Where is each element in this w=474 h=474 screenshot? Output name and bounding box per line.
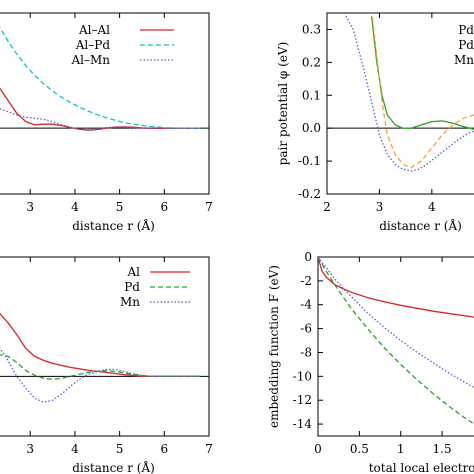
y-tick-label: -12	[293, 393, 312, 407]
x-tick-label: 7	[205, 442, 213, 456]
x-tick-label: 3	[376, 200, 384, 214]
series-line-al	[0, 312, 201, 377]
y-axis-label: pair potential φ (eV)	[276, 42, 290, 166]
series-line-al-al	[0, 87, 201, 131]
y-tick-label: -8	[300, 345, 312, 359]
legend-label: Pd	[124, 280, 140, 294]
plot-frame	[0, 12, 210, 195]
y-tick-label: -0.1	[298, 154, 321, 168]
x-tick-label: 0.5	[350, 442, 369, 456]
y-tick-label: 0.1	[302, 88, 321, 102]
series-line-pd	[0, 354, 201, 380]
series-line-mn	[318, 257, 474, 389]
legend-label: Pd	[458, 23, 474, 37]
y-tick-label: -4	[300, 298, 312, 312]
x-tick-label: 1.5	[433, 442, 452, 456]
x-tick-label: 1	[397, 442, 405, 456]
y-axis-label: embedding function F (eV)	[267, 265, 281, 428]
x-axis-label: total local electron	[369, 461, 474, 474]
legend-label: Mn	[454, 53, 474, 67]
y-tick-label: 0.3	[302, 22, 321, 36]
x-axis-label: distance r (Å)	[72, 218, 155, 233]
panel-bottom_right: 0 0.5 1 1.5 0 -2 -4 -6 -8 -10 -12 -14 total local el…	[267, 250, 474, 474]
legend-label: Mn	[120, 295, 140, 309]
series-line-pd	[370, 16, 474, 130]
legend-label: Pd	[458, 38, 474, 52]
x-tick-label: 6	[160, 200, 168, 214]
x-tick-label: 3	[26, 200, 34, 214]
x-tick-label: 5	[116, 442, 124, 456]
y-tick-label: 0.0	[302, 121, 321, 135]
legend-label: Al–Al	[78, 23, 110, 37]
plot-frame	[326, 12, 474, 195]
x-tick-label: 0	[314, 442, 322, 456]
x-tick-label: 3	[26, 442, 34, 456]
legend-label: Al	[126, 265, 140, 279]
series-line-mn	[343, 13, 474, 172]
x-tick-label: 4	[71, 200, 79, 214]
y-tick-label: -14	[293, 417, 313, 431]
legend-label: Al–Mn	[70, 53, 110, 67]
y-tick-label: -0.2	[298, 187, 321, 201]
x-tick-label: 4	[428, 200, 436, 214]
series-line-mn	[0, 347, 201, 403]
series-line-al	[318, 257, 474, 318]
y-tick-label: -6	[300, 322, 312, 336]
series-line-al-mn	[0, 108, 201, 131]
x-tick-label: 5	[116, 200, 124, 214]
x-tick-label: 4	[71, 442, 79, 456]
x-tick-label: 7	[205, 200, 213, 214]
series-line-pd	[318, 257, 474, 425]
series-line-pd	[371, 13, 474, 169]
y-tick-label: -2	[300, 274, 312, 288]
x-tick-label: 2	[323, 200, 331, 214]
legend-label: Al–Pd	[75, 38, 111, 52]
series-line-al-pd	[0, 26, 201, 129]
y-tick-label: 0	[304, 250, 312, 264]
plot-frame	[0, 256, 210, 437]
x-tick-label: 6	[160, 442, 168, 456]
x-axis-label: distance r (Å)	[72, 460, 155, 474]
y-tick-label: -10	[293, 369, 312, 383]
x-axis-label: distance r (Å)	[379, 218, 462, 233]
y-tick-label: 0.2	[302, 55, 321, 69]
plot-frame	[317, 256, 474, 437]
